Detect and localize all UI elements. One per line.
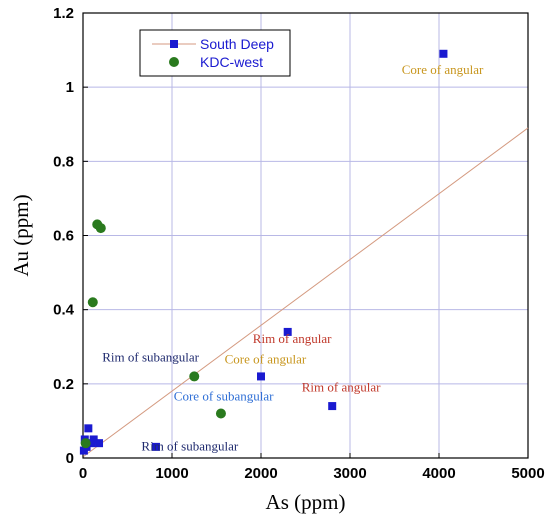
legend-label-south-deep: South Deep (200, 36, 274, 52)
x-tick-label: 4000 (422, 465, 455, 482)
point-south-deep (328, 402, 337, 411)
point-south-deep (79, 446, 88, 455)
legend: South Deep KDC-west (139, 29, 291, 77)
legend-box (139, 29, 291, 77)
y-tick-label: 0.2 (53, 376, 74, 393)
legend-marker-kdc-west (169, 57, 179, 67)
x-tick-label: 3000 (333, 465, 366, 482)
point-kdc-west (80, 438, 91, 449)
point-south-deep (84, 424, 93, 433)
annotation-label: Core of angular (225, 351, 307, 366)
point-south-deep (89, 435, 98, 444)
point-south-deep (283, 327, 292, 336)
annotation-label: Rim of subangular (102, 350, 199, 365)
y-tick-label: 1 (66, 79, 74, 96)
x-tick-label: 1000 (155, 465, 188, 482)
x-tick-label: 2000 (244, 465, 277, 482)
y-tick-label: 0.6 (53, 228, 74, 245)
point-south-deep (257, 372, 265, 381)
annotation-label: Core of angular (402, 62, 484, 77)
point-south-deep (95, 439, 104, 448)
y-tick-label: 0 (66, 450, 74, 467)
x-axis-title: As (ppm) (266, 490, 346, 514)
point-south-deep (151, 442, 160, 451)
annotations: Core of angular Rim of angular Core of ang… (102, 62, 484, 453)
y-tick-label: 0.8 (53, 153, 74, 170)
data-points (79, 49, 448, 455)
point-kdc-west (87, 297, 98, 308)
point-south-deep (439, 49, 448, 58)
annotation-label: Rim of subangular (141, 439, 238, 454)
axis-ticks: 0 1000 2000 3000 4000 5000 0 0.2 0.4 0.6 0.8 1 1.2 (53, 5, 545, 482)
y-tick-label: 1.2 (53, 5, 74, 22)
x-tick-label: 5000 (511, 465, 544, 482)
trend-line (82, 127, 529, 458)
y-axis-title: Au (ppm) (9, 194, 33, 276)
annotation-label: Core of subangular (174, 389, 274, 404)
annotation-label: Rim of angular (302, 379, 381, 394)
point-kdc-west (215, 408, 226, 419)
legend-marker-south-deep (170, 40, 178, 48)
y-tick-label: 0.4 (53, 302, 75, 319)
point-kdc-west (95, 223, 106, 234)
annotation-label: Rim of angular (253, 331, 332, 346)
grid (83, 13, 528, 458)
legend-label-kdc-west: KDC-west (200, 54, 263, 70)
x-tick-label: 0 (79, 465, 87, 482)
point-kdc-west (189, 371, 200, 382)
